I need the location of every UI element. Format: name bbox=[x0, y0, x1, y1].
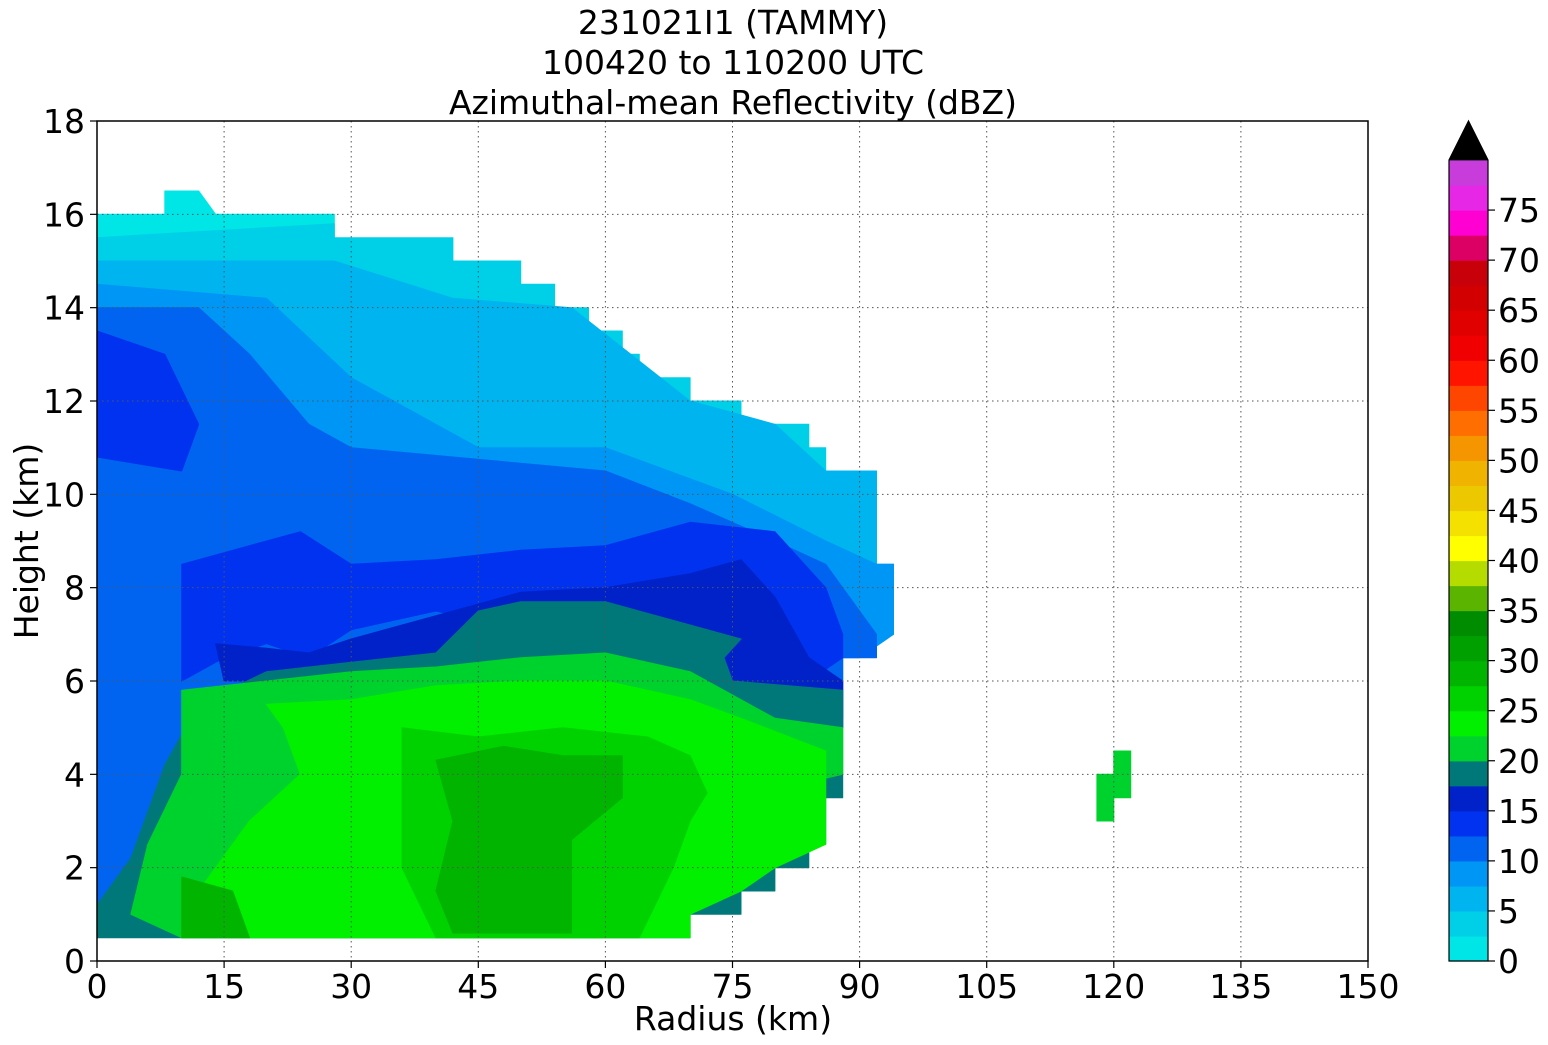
colorbar-swatch-6 bbox=[1449, 785, 1488, 812]
y-tick-label-2: 4 bbox=[64, 755, 85, 794]
colorbar-swatch-26 bbox=[1449, 285, 1488, 311]
y-tick-label-5: 10 bbox=[43, 475, 85, 514]
grid-lines bbox=[97, 121, 1368, 961]
colorbar-swatch-17 bbox=[1449, 510, 1488, 537]
colorbar-swatch-16 bbox=[1449, 535, 1488, 562]
x-tick-label-9: 135 bbox=[1209, 967, 1272, 1006]
y-tick-label-8: 16 bbox=[43, 195, 85, 234]
x-tick-label-6: 90 bbox=[839, 967, 881, 1006]
colorbar-tick-label-6: 30 bbox=[1498, 642, 1540, 681]
x-tick-label-4: 60 bbox=[584, 967, 626, 1006]
colorbar: 0 5 10 15 20 25 30 35 40 45 50 55 60 65 70 75 bbox=[1448, 119, 1540, 981]
x-tick-label-8: 120 bbox=[1082, 967, 1145, 1006]
colorbar-tick-label-5: 25 bbox=[1498, 692, 1540, 731]
plot-area bbox=[96, 190, 1132, 939]
y-tick-label-3: 6 bbox=[64, 662, 85, 701]
colorbar-extend-arrow bbox=[1449, 121, 1488, 160]
colorbar-swatch-1 bbox=[1449, 910, 1488, 937]
colorbar-swatch-24 bbox=[1449, 335, 1488, 361]
x-tick-label-1: 15 bbox=[203, 967, 245, 1006]
y-tick-label-1: 2 bbox=[64, 849, 85, 888]
title-line-3: Azimuthal-mean Reflectivity (dBZ) bbox=[449, 83, 1017, 122]
colorbar-swatch-34 bbox=[1449, 160, 1488, 161]
colorbar-outline bbox=[1448, 119, 1489, 962]
chart-title: 231021I1 (TAMMY) 100420 to 110200 UTC Az… bbox=[449, 3, 1017, 122]
colorbar-swatch-11 bbox=[1449, 660, 1488, 687]
colorbar-swatch-8 bbox=[1449, 735, 1488, 762]
x-tick-label-0: 0 bbox=[87, 967, 108, 1006]
colorbar-tick-label-14: 70 bbox=[1498, 241, 1540, 280]
colorbar-tick-label-15: 75 bbox=[1498, 191, 1540, 230]
y-tick-label-6: 12 bbox=[43, 382, 85, 421]
colorbar-tick-label-0: 0 bbox=[1498, 942, 1519, 981]
colorbar-swatch-15 bbox=[1449, 560, 1488, 587]
x-tick-label-2: 30 bbox=[330, 967, 372, 1006]
colorbar-swatch-18 bbox=[1449, 485, 1488, 512]
colorbar-swatch-29 bbox=[1449, 210, 1488, 236]
colorbar-swatch-31 bbox=[1449, 160, 1488, 186]
y-axis-ticks: 0 2 4 6 8 10 12 14 16 18 bbox=[43, 102, 97, 981]
contour-region-13 bbox=[181, 876, 250, 939]
contour-region-12 bbox=[435, 745, 623, 934]
y-tick-label-0: 0 bbox=[64, 942, 85, 981]
colorbar-swatch-2 bbox=[1449, 885, 1488, 912]
y-axis-label: Height (km) bbox=[7, 443, 46, 640]
colorbar-swatch-21 bbox=[1449, 410, 1488, 436]
x-tick-label-5: 75 bbox=[712, 967, 754, 1006]
colorbar-tick-label-4: 20 bbox=[1498, 742, 1540, 781]
colorbar-swatch-22 bbox=[1449, 385, 1488, 411]
colorbar-swatch-20 bbox=[1449, 435, 1488, 461]
colorbar-tick-label-3: 15 bbox=[1498, 792, 1540, 831]
colorbar-swatch-5 bbox=[1449, 810, 1488, 837]
colorbar-swatch-19 bbox=[1449, 460, 1488, 487]
y-tick-label-4: 8 bbox=[64, 569, 85, 608]
colorbar-swatch-25 bbox=[1449, 310, 1488, 336]
title-line-1: 231021I1 (TAMMY) bbox=[578, 3, 888, 42]
colorbar-swatch-10 bbox=[1449, 685, 1488, 712]
colorbar-tick-label-10: 50 bbox=[1498, 441, 1540, 480]
colorbar-tick-label-2: 10 bbox=[1498, 842, 1540, 881]
colorbar-swatch-23 bbox=[1449, 360, 1488, 386]
y-tick-label-7: 14 bbox=[43, 289, 85, 328]
colorbar-swatch-13 bbox=[1449, 610, 1488, 637]
colorbar-swatch-4 bbox=[1449, 835, 1488, 862]
colorbar-swatch-27 bbox=[1449, 260, 1488, 286]
colorbar-swatch-0 bbox=[1449, 935, 1488, 962]
x-tick-label-10: 150 bbox=[1337, 967, 1400, 1006]
colorbar-swatch-3 bbox=[1449, 860, 1488, 887]
colorbar-tick-label-11: 55 bbox=[1498, 391, 1540, 430]
colorbar-tick-label-8: 40 bbox=[1498, 542, 1540, 581]
x-tick-label-3: 45 bbox=[457, 967, 499, 1006]
colorbar-tick-label-13: 65 bbox=[1498, 291, 1540, 330]
x-axis-ticks: 0 15 30 45 60 75 90 105 120 135 150 bbox=[87, 961, 1400, 1006]
colorbar-tick-label-7: 35 bbox=[1498, 592, 1540, 631]
colorbar-swatch-12 bbox=[1449, 635, 1488, 662]
colorbar-swatch-9 bbox=[1449, 710, 1488, 737]
y-tick-label-9: 18 bbox=[43, 102, 85, 141]
colorbar-swatch-30 bbox=[1449, 185, 1488, 211]
title-line-2: 100420 to 110200 UTC bbox=[542, 43, 924, 82]
colorbar-swatch-7 bbox=[1449, 760, 1488, 787]
colorbar-swatch-28 bbox=[1449, 235, 1488, 261]
x-tick-label-7: 105 bbox=[955, 967, 1018, 1006]
colorbar-tick-label-1: 5 bbox=[1498, 892, 1519, 931]
x-axis-label: Radius (km) bbox=[634, 999, 832, 1038]
colorbar-tick-label-9: 45 bbox=[1498, 491, 1540, 530]
colorbar-tick-label-12: 60 bbox=[1498, 341, 1540, 380]
colorbar-swatch-14 bbox=[1449, 585, 1488, 612]
